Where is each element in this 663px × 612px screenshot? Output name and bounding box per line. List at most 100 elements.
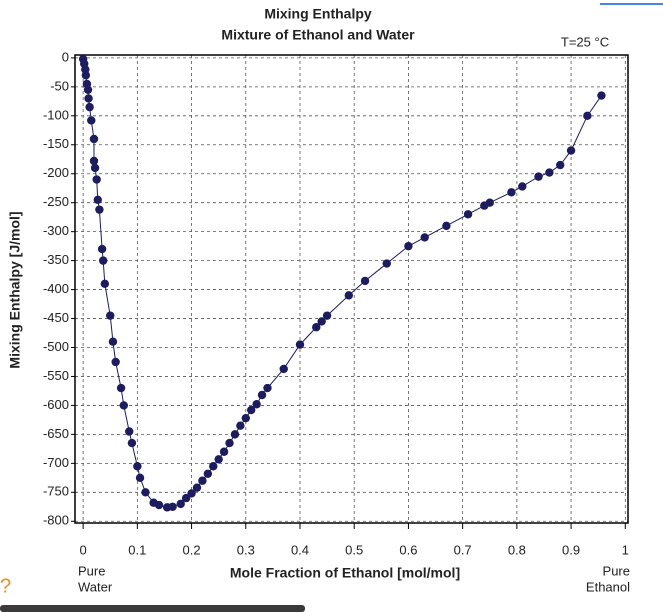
x-tick-label: 0	[80, 542, 87, 557]
data-point	[87, 116, 96, 125]
data-point	[241, 413, 250, 423]
data-point	[83, 85, 93, 94]
end-label: Pure	[603, 563, 630, 578]
data-point	[97, 244, 107, 254]
end-label: Water	[78, 579, 113, 594]
data-point	[127, 438, 137, 448]
data-point	[192, 483, 202, 492]
y-tick-label: -500	[43, 339, 69, 354]
x-tick-label: 0.5	[345, 542, 363, 557]
data-point	[583, 111, 592, 121]
data-point	[252, 400, 261, 409]
end-label: Ethanol	[586, 579, 630, 594]
y-tick-label: -200	[43, 165, 69, 180]
data-point	[545, 168, 554, 177]
chart-title: Mixing Enthalpy	[264, 6, 372, 22]
y-tick-label: 0	[62, 49, 69, 64]
data-point	[141, 488, 150, 497]
data-point	[442, 221, 451, 231]
x-tick-label: 0.1	[128, 542, 146, 557]
end-label: Pure	[78, 563, 105, 578]
annotation: T=25 °C	[561, 34, 609, 49]
data-point	[203, 469, 213, 478]
x-tick-label: 0.2	[183, 542, 201, 557]
data-point	[125, 427, 134, 436]
data-point	[135, 473, 145, 483]
data-point	[90, 163, 100, 173]
data-point	[95, 205, 104, 214]
y-tick-label: -800	[43, 513, 69, 528]
data-point	[100, 279, 110, 288]
data-point	[93, 195, 102, 205]
series-line	[82, 58, 602, 508]
data-point	[360, 276, 370, 286]
x-tick-label: 0.6	[399, 542, 417, 557]
help-icon[interactable]: ?	[0, 575, 11, 597]
data-point	[404, 241, 413, 251]
x-tick-label: 0.4	[291, 542, 309, 557]
data-point	[98, 256, 108, 265]
y-tick-label: -350	[43, 252, 69, 267]
data-point	[106, 311, 115, 320]
data-point	[119, 401, 128, 410]
y-tick-label: -50	[50, 78, 69, 93]
data-point	[92, 175, 101, 184]
data-point	[154, 500, 164, 510]
y-tick-label: -100	[43, 107, 69, 122]
data-point	[312, 323, 321, 332]
data-point	[236, 421, 245, 430]
x-tick-label: 0.9	[562, 542, 580, 557]
data-point	[225, 438, 234, 448]
plot-frame	[74, 54, 629, 524]
y-tick-label: -150	[43, 136, 69, 151]
y-tick-label: -650	[43, 426, 69, 441]
data-point	[463, 210, 473, 219]
x-axis-label: Mole Fraction of Ethanol [mol/mol]	[230, 565, 460, 581]
data-point	[111, 357, 120, 367]
data-point	[344, 291, 353, 300]
data-point	[518, 182, 527, 191]
data-point	[534, 172, 543, 181]
data-point	[382, 259, 391, 268]
data-point	[556, 160, 565, 170]
data-point	[198, 476, 207, 485]
data-point	[279, 364, 288, 374]
y-tick-label: -250	[43, 194, 69, 209]
data-point	[322, 311, 332, 320]
data-point	[214, 455, 223, 464]
y-axis-label: Mixing Enthalpy [J/mol]	[7, 211, 23, 368]
ui-bar	[0, 605, 305, 612]
data-point	[168, 502, 177, 511]
data-point	[566, 146, 576, 155]
y-tick-label: -600	[43, 397, 69, 412]
data-point	[507, 188, 516, 197]
y-tick-label: -300	[43, 223, 69, 238]
data-point	[116, 383, 126, 393]
y-tick-label: -400	[43, 281, 69, 296]
data-point	[597, 91, 606, 100]
data-point	[219, 447, 229, 456]
x-tick-label: 0.8	[508, 542, 526, 557]
data-point	[85, 102, 94, 112]
y-tick-label: -750	[43, 484, 69, 499]
data-point	[485, 198, 494, 207]
data-point	[317, 317, 326, 326]
y-tick-label: -450	[43, 310, 69, 325]
y-tick-label: -700	[43, 455, 69, 470]
data-point	[84, 94, 93, 103]
data-point	[81, 71, 91, 80]
data-point	[247, 405, 256, 415]
data-point	[257, 390, 267, 400]
data-point	[89, 134, 99, 144]
data-point	[209, 462, 218, 471]
data-point	[89, 156, 99, 166]
data-point	[295, 340, 305, 349]
data-point	[133, 462, 142, 471]
y-tick-label: -550	[43, 368, 69, 383]
x-tick-label: 1	[622, 542, 629, 557]
x-tick-label: 0.7	[454, 542, 472, 557]
data-point	[263, 383, 272, 393]
data-point	[108, 337, 118, 346]
